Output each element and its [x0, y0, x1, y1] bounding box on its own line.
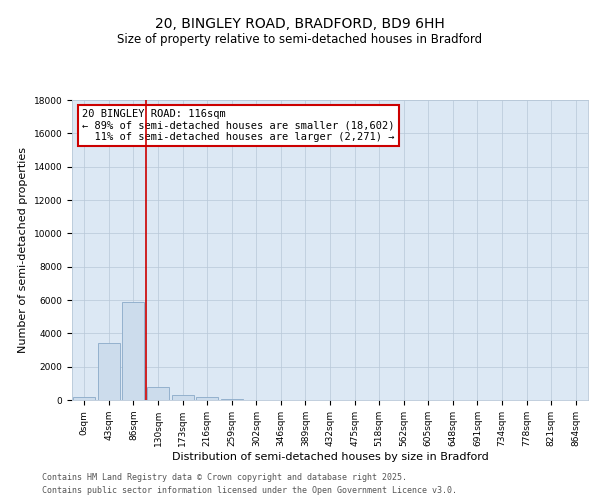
Bar: [122, 302, 145, 400]
Bar: [147, 386, 169, 400]
Text: Contains public sector information licensed under the Open Government Licence v3: Contains public sector information licen…: [42, 486, 457, 495]
Text: 20 BINGLEY ROAD: 116sqm
← 89% of semi-detached houses are smaller (18,602)
  11%: 20 BINGLEY ROAD: 116sqm ← 89% of semi-de…: [82, 109, 395, 142]
Text: Contains HM Land Registry data © Crown copyright and database right 2025.: Contains HM Land Registry data © Crown c…: [42, 472, 407, 482]
Bar: [98, 344, 120, 400]
Text: Size of property relative to semi-detached houses in Bradford: Size of property relative to semi-detach…: [118, 32, 482, 46]
Bar: [172, 395, 194, 400]
Bar: [221, 398, 243, 400]
X-axis label: Distribution of semi-detached houses by size in Bradford: Distribution of semi-detached houses by …: [172, 452, 488, 462]
Text: 20, BINGLEY ROAD, BRADFORD, BD9 6HH: 20, BINGLEY ROAD, BRADFORD, BD9 6HH: [155, 18, 445, 32]
Bar: [73, 396, 95, 400]
Bar: [196, 397, 218, 400]
Y-axis label: Number of semi-detached properties: Number of semi-detached properties: [18, 147, 28, 353]
